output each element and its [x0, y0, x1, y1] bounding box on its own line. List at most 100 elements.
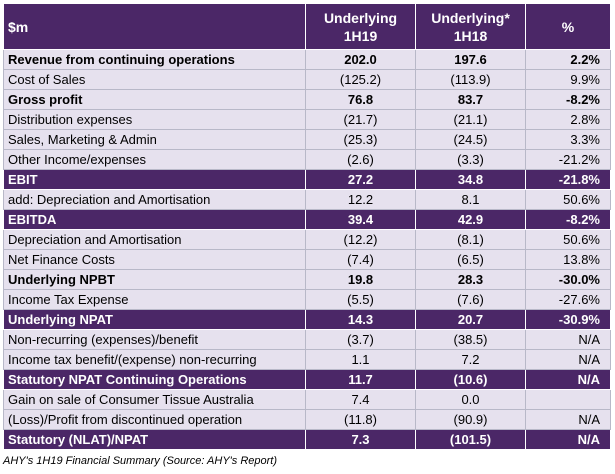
row-pct-cell: N/A: [525, 369, 611, 390]
financial-summary-table-container: $m Underlying 1H19 Underlying* 1H18 % Re…: [3, 3, 611, 450]
table-row: Cost of Sales (125.2) (113.9) 9.9%: [3, 69, 611, 90]
row-pct-cell: [525, 389, 611, 410]
row-1h19-cell: 11.7: [305, 369, 416, 390]
row-1h19-cell: 202.0: [305, 49, 416, 70]
row-1h18-cell: 34.8: [415, 169, 526, 190]
table-row: Depreciation and Amortisation (12.2) (8.1)…: [3, 229, 611, 250]
row-pct-cell: -27.6%: [525, 289, 611, 310]
row-1h18-cell: (7.6): [415, 289, 526, 310]
row-pct-cell: -21.2%: [525, 149, 611, 170]
row-1h19-cell: (7.4): [305, 249, 416, 270]
table-row: EBITDA 39.4 42.9 -8.2%: [3, 209, 611, 230]
header-1h18-line2: 1H18: [453, 27, 488, 44]
row-pct-cell: 2.2%: [525, 49, 611, 70]
row-1h18-cell: 197.6: [415, 49, 526, 70]
row-1h18-cell: 0.0: [415, 389, 526, 410]
row-1h19-cell: 19.8: [305, 269, 416, 290]
row-1h18-cell: (6.5): [415, 249, 526, 270]
table-row: Non-recurring (expenses)/benefit (3.7) (38…: [3, 329, 611, 350]
row-1h19-cell: 7.4: [305, 389, 416, 410]
row-pct-cell: 50.6%: [525, 189, 611, 210]
table-body: Revenue from continuing operations 202.0 1…: [3, 49, 611, 450]
row-1h19-cell: (5.5): [305, 289, 416, 310]
row-1h19-cell: 76.8: [305, 89, 416, 110]
row-1h19-cell: 12.2: [305, 189, 416, 210]
row-pct-cell: 50.6%: [525, 229, 611, 250]
row-pct-cell: 3.3%: [525, 129, 611, 150]
row-label-cell: Revenue from continuing operations: [3, 49, 306, 70]
row-1h18-cell: 7.2: [415, 349, 526, 370]
row-pct-cell: N/A: [525, 409, 611, 430]
row-label-cell: Gain on sale of Consumer Tissue Australi…: [3, 389, 306, 410]
header-pct-cell: %: [525, 3, 611, 50]
row-label-cell: Sales, Marketing & Admin: [3, 129, 306, 150]
row-1h18-cell: (113.9): [415, 69, 526, 90]
row-label-cell: Income Tax Expense: [3, 289, 306, 310]
table-row: Income Tax Expense (5.5) (7.6) -27.6%: [3, 289, 611, 310]
row-label-cell: Statutory (NLAT)/NPAT: [3, 429, 306, 450]
table-row: Other Income/expenses (2.6) (3.3) -21.2%: [3, 149, 611, 170]
financial-summary-table: $m Underlying 1H19 Underlying* 1H18 % Re…: [3, 3, 611, 450]
table-row: Statutory (NLAT)/NPAT 7.3 (101.5) N/A: [3, 429, 611, 450]
row-pct-cell: N/A: [525, 349, 611, 370]
row-1h18-cell: 20.7: [415, 309, 526, 330]
row-1h18-cell: (21.1): [415, 109, 526, 130]
row-1h19-cell: 27.2: [305, 169, 416, 190]
row-pct-cell: -8.2%: [525, 89, 611, 110]
row-pct-cell: 2.8%: [525, 109, 611, 130]
row-pct-cell: N/A: [525, 329, 611, 350]
row-pct-cell: 13.8%: [525, 249, 611, 270]
row-1h19-cell: (125.2): [305, 69, 416, 90]
row-pct-cell: -8.2%: [525, 209, 611, 230]
row-1h18-cell: (38.5): [415, 329, 526, 350]
row-label-cell: Net Finance Costs: [3, 249, 306, 270]
row-pct-cell: -21.8%: [525, 169, 611, 190]
row-1h19-cell: (12.2): [305, 229, 416, 250]
row-label-cell: Underlying NPAT: [3, 309, 306, 330]
row-1h18-cell: (8.1): [415, 229, 526, 250]
row-1h19-cell: (3.7): [305, 329, 416, 350]
row-pct-cell: -30.9%: [525, 309, 611, 330]
row-1h19-cell: (21.7): [305, 109, 416, 130]
row-1h19-cell: (25.3): [305, 129, 416, 150]
table-header: $m Underlying 1H19 Underlying* 1H18 %: [3, 3, 611, 50]
table-row: Sales, Marketing & Admin (25.3) (24.5) 3.3%: [3, 129, 611, 150]
row-label-cell: Statutory NPAT Continuing Operations: [3, 369, 306, 390]
row-label-cell: add: Depreciation and Amortisation: [3, 189, 306, 210]
header-1h19-line2: 1H19: [343, 27, 378, 44]
table-row: Underlying NPBT 19.8 28.3 -30.0%: [3, 269, 611, 290]
header-1h19-cell: Underlying 1H19: [305, 3, 416, 50]
row-label-cell: Gross profit: [3, 89, 306, 110]
row-1h18-cell: 42.9: [415, 209, 526, 230]
row-1h18-cell: (24.5): [415, 129, 526, 150]
table-row: EBIT 27.2 34.8 -21.8%: [3, 169, 611, 190]
header-label-cell: $m: [3, 3, 306, 50]
row-label-cell: (Loss)/Profit from discontinued operatio…: [3, 409, 306, 430]
table-row: (Loss)/Profit from discontinued operatio…: [3, 409, 611, 430]
row-pct-cell: N/A: [525, 429, 611, 450]
header-1h18-cell: Underlying* 1H18: [415, 3, 526, 50]
row-1h18-cell: (3.3): [415, 149, 526, 170]
row-label-cell: Distribution expenses: [3, 109, 306, 130]
row-label-cell: Other Income/expenses: [3, 149, 306, 170]
header-1h18-line1: Underlying*: [431, 9, 510, 26]
table-row: Gross profit 76.8 83.7 -8.2%: [3, 89, 611, 110]
header-1h19-line1: Underlying: [323, 9, 398, 26]
row-label-cell: Income tax benefit/(expense) non-recurri…: [3, 349, 306, 370]
table-row: Distribution expenses (21.7) (21.1) 2.8%: [3, 109, 611, 130]
row-label-cell: Cost of Sales: [3, 69, 306, 90]
row-label-cell: EBITDA: [3, 209, 306, 230]
row-1h19-cell: 1.1: [305, 349, 416, 370]
row-pct-cell: -30.0%: [525, 269, 611, 290]
row-label-cell: Depreciation and Amortisation: [3, 229, 306, 250]
row-1h18-cell: 83.7: [415, 89, 526, 110]
row-label-cell: Non-recurring (expenses)/benefit: [3, 329, 306, 350]
row-1h19-cell: 7.3: [305, 429, 416, 450]
row-label-cell: Underlying NPBT: [3, 269, 306, 290]
row-1h18-cell: 8.1: [415, 189, 526, 210]
table-row: add: Depreciation and Amortisation 12.2 8.…: [3, 189, 611, 210]
row-1h18-cell: (10.6): [415, 369, 526, 390]
table-row: Gain on sale of Consumer Tissue Australi…: [3, 389, 611, 410]
row-label-cell: EBIT: [3, 169, 306, 190]
table-row: Revenue from continuing operations 202.0 1…: [3, 49, 611, 70]
